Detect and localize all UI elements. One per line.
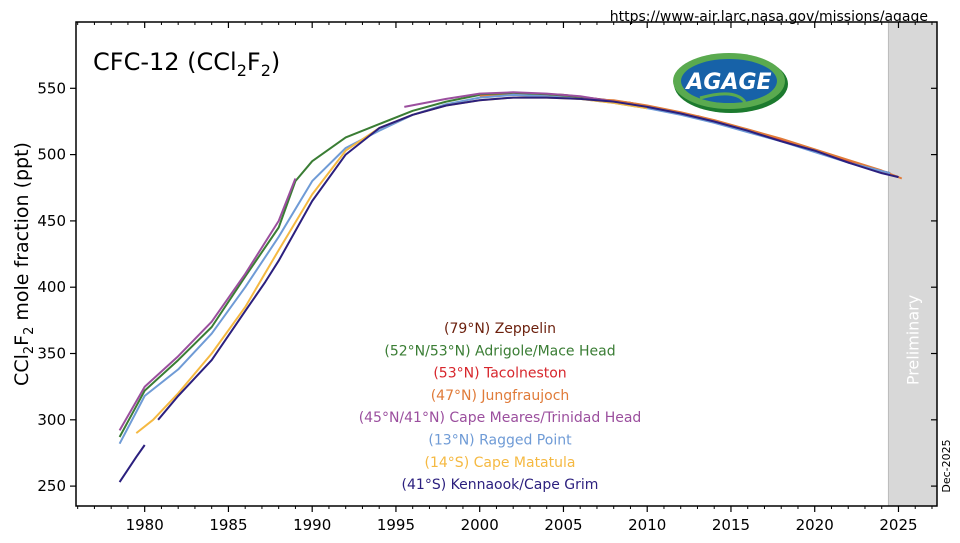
legend-entry: (45°N/41°N) Cape Meares/Trinidad Head [359, 410, 642, 426]
plot-frame [75, 21, 938, 507]
series-line-3 [479, 93, 903, 180]
series-line-1 [118, 92, 899, 438]
agage-logo: AGAGE [673, 53, 788, 113]
legend-entry: (47°N) Jungfraujoch [431, 388, 570, 404]
y-tick-label: 300 [37, 411, 66, 429]
y-tick-label: 550 [37, 79, 66, 97]
legend-entry: (13°N) Ragged Point [428, 433, 572, 449]
y-tick-label: 400 [37, 278, 66, 296]
legend: (79°N) Zeppelin (52°N/53°N) Adrigole/Mace… [359, 321, 642, 493]
series-line-6 [135, 96, 648, 434]
series-lines [118, 91, 903, 483]
legend-entry: (41°S) Kennaook/Cape Grim [402, 477, 599, 493]
chart-title: CFC-12 (CCl2F2) [93, 48, 280, 80]
x-tick-label: 2005 [544, 516, 582, 534]
axis-ticks: 1980 1985 1990 1995 2000 2005 2010 2015 2020 2025… [37, 22, 937, 534]
date-stamp: Dec-2025 [940, 439, 953, 492]
x-tick-label: 1995 [377, 516, 415, 534]
y-tick-label: 450 [37, 212, 66, 230]
y-tick-label: 500 [37, 146, 66, 164]
series-line-7 [118, 96, 899, 483]
x-tick-label: 1985 [209, 516, 247, 534]
y-axis-label: CCl2F2 mole fraction (ppt) [11, 142, 37, 386]
legend-entry: (14°S) Cape Matatula [425, 455, 576, 471]
x-tick-label: 2020 [796, 516, 834, 534]
x-tick-label: 2000 [461, 516, 499, 534]
y-tick-label: 350 [37, 345, 66, 363]
legend-entry: (79°N) Zeppelin [444, 321, 556, 337]
x-tick-label: 2025 [879, 516, 917, 534]
logo-text: AGAGE [684, 70, 771, 95]
series-line-5 [118, 93, 891, 445]
preliminary-shading [887, 21, 938, 507]
x-tick-label: 2010 [628, 516, 666, 534]
x-tick-label: 1980 [126, 516, 164, 534]
legend-entry: (53°N) Tacolneston [433, 366, 566, 382]
legend-entry: (52°N/53°N) Adrigole/Mace Head [384, 343, 615, 359]
preliminary-label: Preliminary [904, 295, 923, 385]
source-url[interactable]: https://www-air.larc.nasa.gov/missions/a… [610, 9, 928, 25]
x-tick-label: 1990 [293, 516, 331, 534]
series-line-4 [118, 91, 614, 431]
y-tick-label: 250 [37, 477, 66, 495]
x-tick-label: 2015 [712, 516, 750, 534]
